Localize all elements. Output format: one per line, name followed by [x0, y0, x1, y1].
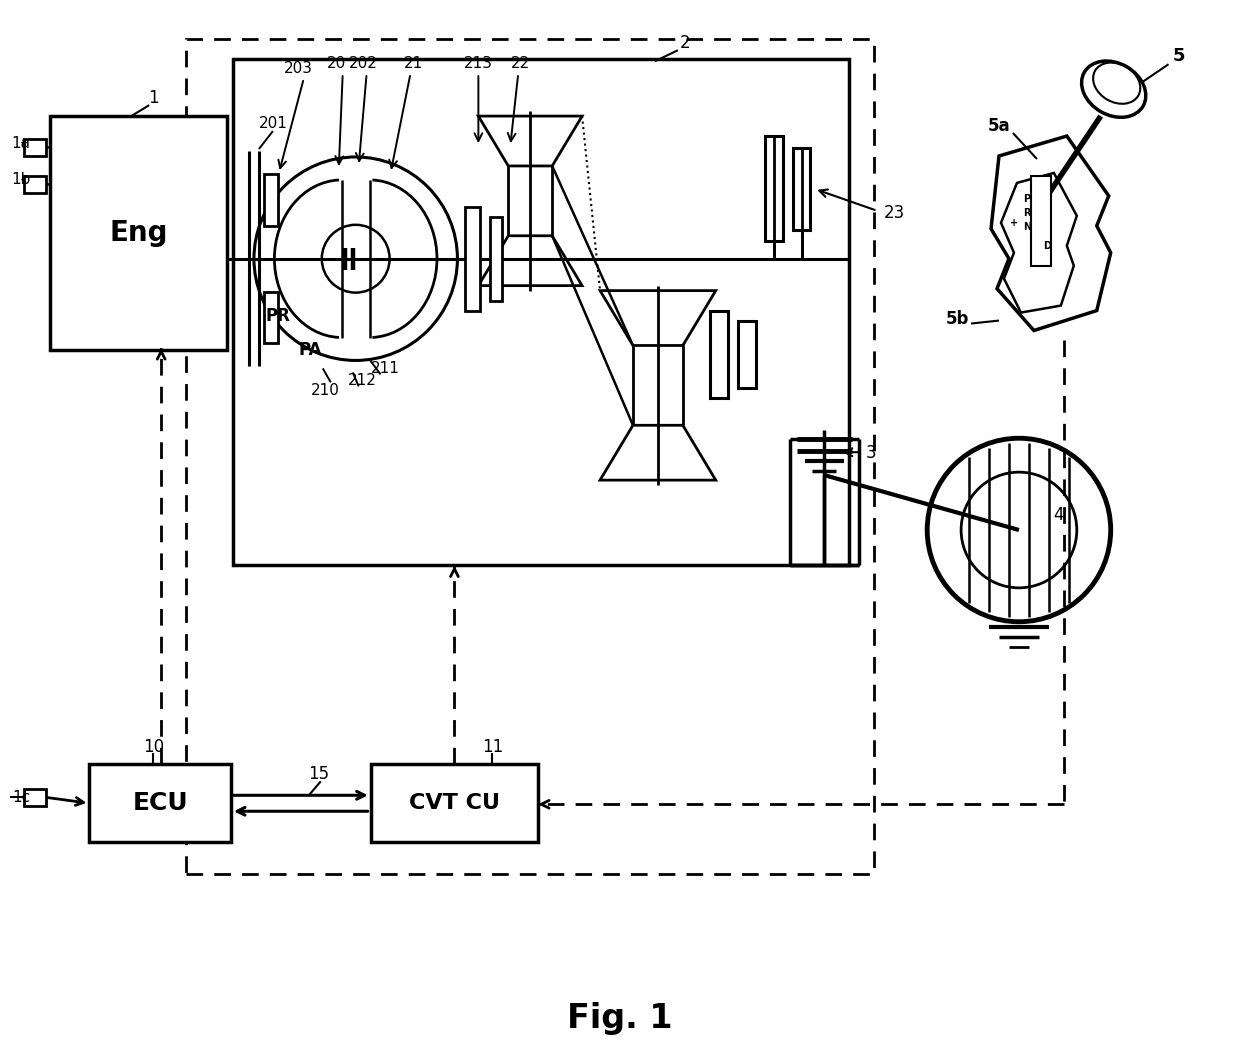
Text: 4: 4	[1054, 506, 1064, 524]
Text: 21: 21	[404, 56, 423, 71]
Text: 5a: 5a	[988, 117, 1011, 135]
Text: 1: 1	[148, 89, 159, 107]
Text: 5b: 5b	[945, 310, 968, 328]
Bar	[792, 148, 811, 230]
Bar	[186, 39, 874, 874]
Text: 2: 2	[680, 34, 691, 52]
Text: D: D	[1043, 241, 1050, 251]
Text: PR: PR	[265, 307, 291, 325]
Bar	[1030, 176, 1050, 266]
Bar	[50, 116, 227, 350]
Text: PA: PA	[299, 342, 322, 360]
Text: ECU: ECU	[133, 791, 188, 816]
Text: Eng: Eng	[109, 219, 167, 247]
Bar	[371, 764, 538, 842]
Bar	[264, 292, 278, 344]
Bar	[738, 321, 755, 388]
Bar	[24, 789, 46, 806]
Bar	[765, 136, 782, 241]
Text: 213: 213	[464, 56, 492, 71]
Text: N: N	[1023, 222, 1030, 232]
Text: +: +	[1009, 218, 1018, 227]
Text: R: R	[1023, 207, 1030, 218]
Text: 1a: 1a	[11, 135, 31, 150]
Text: Fig. 1: Fig. 1	[567, 1002, 673, 1035]
Bar	[709, 311, 728, 399]
Bar	[233, 59, 849, 565]
Text: 211: 211	[371, 361, 401, 376]
Bar	[24, 176, 46, 193]
Text: 10: 10	[143, 738, 164, 756]
Bar	[89, 764, 231, 842]
Text: 5: 5	[1172, 48, 1184, 66]
Bar	[264, 174, 278, 225]
Text: 201: 201	[258, 115, 288, 130]
Text: 11: 11	[481, 738, 503, 756]
Text: 15: 15	[309, 765, 330, 783]
Text: 1c: 1c	[12, 789, 31, 805]
Text: 3: 3	[866, 444, 877, 462]
Text: CVT CU: CVT CU	[409, 794, 500, 814]
Text: 22: 22	[511, 56, 529, 71]
Text: P: P	[1023, 194, 1030, 204]
Bar	[465, 207, 480, 311]
Text: 23: 23	[884, 204, 905, 222]
Bar	[490, 217, 502, 300]
Text: 202: 202	[350, 56, 378, 71]
Text: 212: 212	[348, 372, 377, 388]
Text: 1b: 1b	[11, 172, 31, 187]
Bar	[24, 139, 46, 156]
Text: 210: 210	[311, 383, 340, 398]
Text: 203: 203	[284, 60, 314, 76]
Text: 20: 20	[327, 56, 346, 71]
